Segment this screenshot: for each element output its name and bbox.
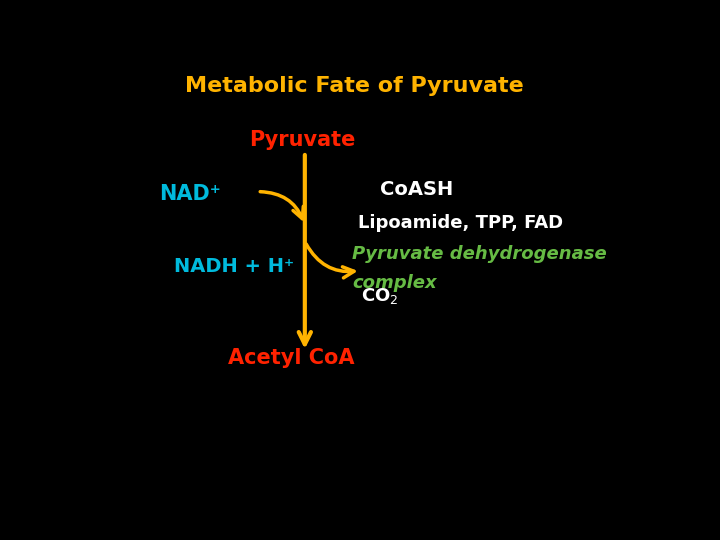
Text: complex: complex (352, 274, 437, 292)
Text: Pyruvate: Pyruvate (249, 130, 355, 150)
Text: Lipoamide, TPP, FAD: Lipoamide, TPP, FAD (358, 214, 563, 232)
Text: CO$_2$: CO$_2$ (361, 286, 398, 306)
Text: NADH + H⁺: NADH + H⁺ (174, 257, 294, 276)
Text: Metabolic Fate of Pyruvate: Metabolic Fate of Pyruvate (185, 76, 523, 96)
Text: Pyruvate dehydrogenase: Pyruvate dehydrogenase (352, 245, 607, 263)
Text: CoASH: CoASH (380, 180, 454, 199)
Text: Acetyl CoA: Acetyl CoA (228, 348, 354, 368)
Text: NAD⁺: NAD⁺ (159, 184, 221, 204)
